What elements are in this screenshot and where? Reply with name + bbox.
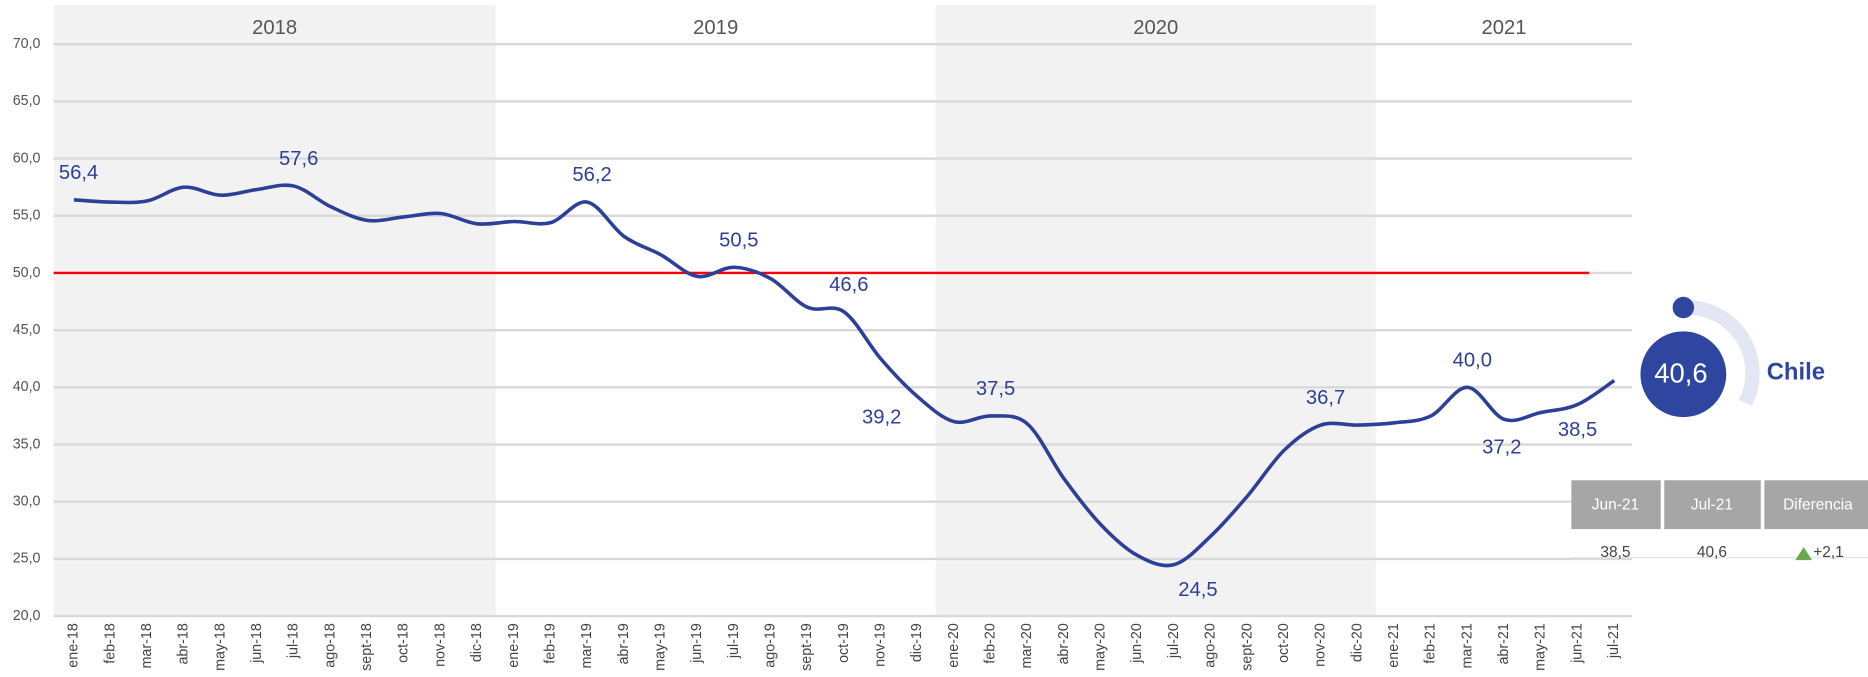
gauge-dot	[1672, 296, 1695, 319]
x-tick-label: dic-19	[909, 623, 925, 662]
x-tick-label: oct-19	[836, 623, 852, 663]
x-tick-label: ene-19	[506, 623, 522, 668]
x-tick-label: abr-20	[1056, 623, 1072, 664]
gauge-arc	[1682, 300, 1760, 407]
x-tick-label: may-21	[1533, 623, 1549, 671]
y-tick-label: 25,0	[13, 551, 41, 567]
y-tick-label: 65,0	[13, 93, 41, 109]
y-tick-label: 35,0	[13, 436, 41, 452]
table-header: Jul-21	[1691, 496, 1733, 513]
data-label: 38,5	[1558, 419, 1597, 441]
x-tick-label: ene-21	[1386, 623, 1402, 668]
x-tick-label: abr-18	[176, 623, 192, 664]
x-tick-label: jun-20	[1129, 623, 1145, 664]
year-label: 2018	[252, 17, 297, 39]
gauge-circle	[1640, 331, 1727, 418]
x-tick-label: jul-19	[726, 623, 742, 659]
data-label: 50,5	[719, 229, 758, 251]
x-tick-label: mar-20	[1019, 623, 1035, 668]
data-label: 46,6	[829, 274, 868, 296]
x-tick-label: feb-19	[542, 623, 558, 664]
y-tick-label: 50,0	[13, 265, 41, 281]
y-tick-label: 60,0	[13, 150, 41, 166]
x-tick-label: dic-18	[469, 623, 485, 662]
y-tick-label: 30,0	[13, 493, 41, 509]
x-tick-label: ene-20	[946, 623, 962, 668]
year-band	[935, 4, 1376, 617]
x-tick-label: nov-18	[432, 623, 448, 667]
x-tick-label: mar-19	[579, 623, 595, 668]
x-tick-label: jun-21	[1569, 623, 1585, 664]
data-label: 36,7	[1306, 387, 1345, 409]
year-label: 2021	[1481, 17, 1526, 39]
indicator-name: Chile	[1767, 358, 1825, 385]
x-tick-label: abr-19	[616, 623, 632, 664]
x-tick-label: may-18	[212, 623, 228, 671]
x-tick-label: abr-21	[1496, 623, 1512, 664]
data-label: 39,2	[862, 406, 901, 428]
table-cell: 40,6	[1697, 544, 1727, 561]
x-tick-label: jun-18	[249, 623, 265, 664]
table-header-cell	[1571, 480, 1661, 530]
table-header-cell	[1764, 480, 1868, 530]
year-band	[53, 4, 496, 617]
x-tick-label: ene-18	[66, 623, 82, 668]
x-tick-label: jul-21	[1606, 623, 1622, 659]
y-tick-label: 70,0	[13, 36, 41, 52]
data-label: 56,4	[59, 162, 98, 184]
x-tick-label: sept-19	[799, 623, 815, 671]
x-tick-label: sept-20	[1239, 623, 1255, 671]
x-tick-label: jun-19	[689, 623, 705, 664]
data-label: 37,2	[1482, 436, 1521, 458]
x-tick-label: ago-19	[762, 623, 778, 668]
data-label: 56,2	[572, 164, 611, 186]
x-tick-label: feb-20	[983, 623, 999, 664]
table-cell: +2,1	[1813, 544, 1844, 561]
data-label: 24,5	[1178, 579, 1217, 601]
x-tick-label: oct-20	[1276, 623, 1292, 663]
x-tick-label: feb-18	[102, 623, 118, 664]
x-tick-label: ago-18	[322, 623, 338, 668]
data-label: 37,5	[976, 378, 1015, 400]
year-label: 2019	[693, 17, 738, 39]
data-label: 40,0	[1453, 349, 1492, 371]
indicator-value: 40,6	[1654, 358, 1707, 389]
y-tick-label: 55,0	[13, 208, 41, 224]
x-tick-label: ago-20	[1203, 623, 1219, 668]
y-tick-label: 45,0	[13, 322, 41, 338]
data-label: 57,6	[279, 148, 318, 170]
x-tick-label: jul-20	[1166, 623, 1182, 659]
table-header: Jun-21	[1592, 496, 1639, 513]
year-label: 2020	[1133, 17, 1178, 39]
y-tick-label: 40,0	[13, 379, 41, 395]
x-tick-label: jul-18	[286, 623, 302, 659]
x-tick-label: dic-20	[1349, 623, 1365, 662]
table-header-cell	[1664, 480, 1761, 530]
x-tick-label: sept-18	[359, 623, 375, 671]
x-tick-label: feb-21	[1423, 623, 1439, 664]
x-tick-label: mar-18	[139, 623, 155, 668]
x-tick-label: oct-18	[396, 623, 412, 663]
x-tick-label: may-20	[1093, 623, 1109, 671]
x-tick-label: mar-21	[1459, 623, 1475, 668]
x-tick-label: may-19	[652, 623, 668, 671]
table-cell: 38,5	[1600, 544, 1630, 561]
x-tick-label: nov-19	[873, 623, 889, 667]
line	[73, 183, 1616, 568]
y-tick-label: 20,0	[13, 608, 41, 624]
up-triangle	[1795, 546, 1813, 561]
x-tick-label: nov-20	[1313, 623, 1329, 667]
table-header: Diferencia	[1783, 496, 1853, 513]
